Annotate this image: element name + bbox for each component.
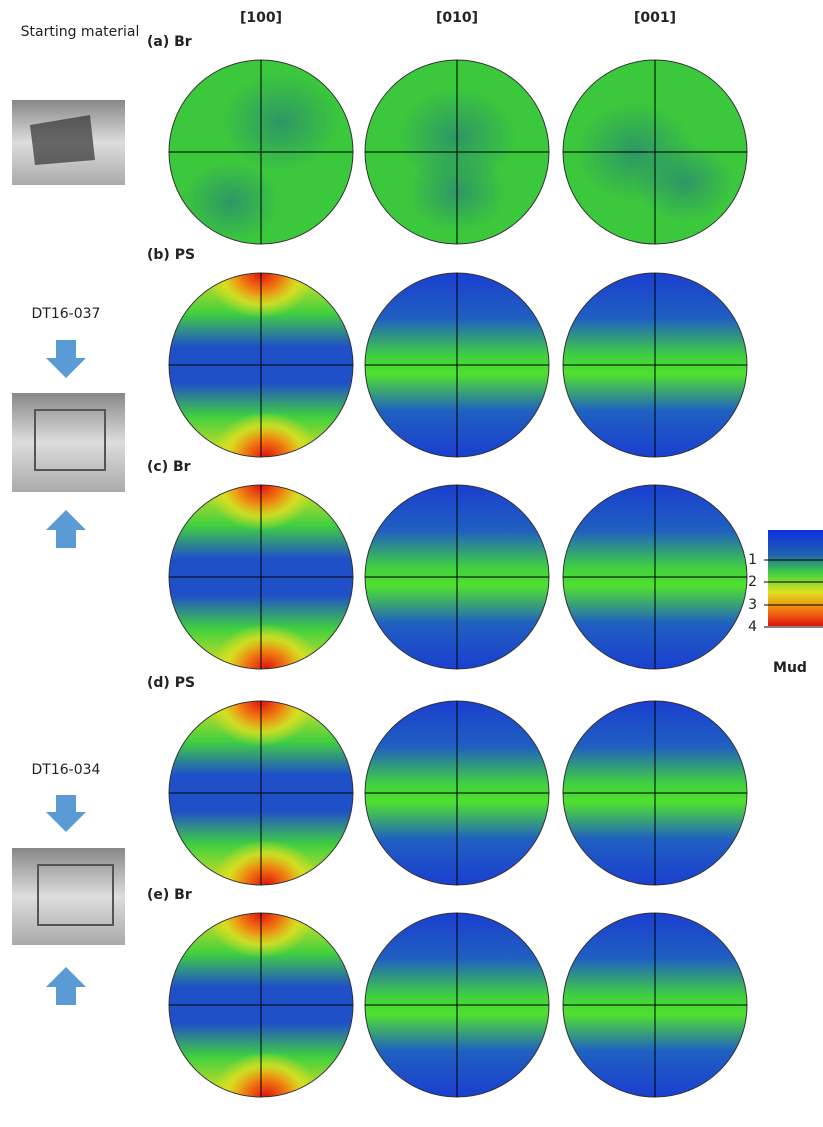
pole-figure [563, 485, 747, 669]
sample-photo [12, 393, 125, 492]
pole-figure [365, 485, 549, 669]
pole-figure [563, 701, 747, 885]
row-label: (e) Br [147, 887, 192, 903]
colorbar-tick-label: 1 [748, 552, 757, 568]
pole-figure [365, 60, 549, 244]
pole-figure [169, 868, 353, 1123]
row-label: (c) Br [147, 459, 191, 475]
arrow-down [46, 795, 86, 832]
pole-figure [365, 913, 549, 1097]
pole-figure [365, 701, 549, 885]
row-label: (b) PS [147, 247, 195, 263]
column-header: [100] [240, 10, 282, 26]
colorbar-tick-label: 3 [748, 597, 757, 613]
pole-figure [169, 228, 353, 502]
sample-photo [12, 848, 125, 945]
column-header: [010] [436, 10, 478, 26]
colorbar-tick-label: 2 [748, 574, 757, 590]
row-label: (a) Br [147, 34, 192, 50]
pole-figure [169, 440, 353, 714]
sample-label: DT16-034 [32, 762, 101, 778]
arrow-up [46, 510, 86, 548]
pole-figure [563, 60, 747, 244]
density [181, 162, 281, 242]
pole-figure [169, 60, 353, 244]
colorbar-label: Mud [773, 660, 807, 676]
column-header: [001] [634, 10, 676, 26]
row-label: (d) PS [147, 675, 195, 691]
pole-figure [169, 656, 353, 930]
pole-figure [563, 273, 747, 457]
density [221, 72, 341, 172]
density [635, 142, 735, 222]
pole-figure [563, 913, 747, 1097]
sample-label: DT16-037 [32, 306, 101, 322]
arrow-down [46, 340, 86, 378]
pole-figure [365, 273, 549, 457]
sample-label: Starting material [21, 24, 140, 40]
colorbar [768, 530, 823, 626]
colorbar-tick-label: 4 [748, 619, 757, 635]
figure: Starting material DT16-037 DT16-034 Mud … [0, 0, 823, 1123]
arrow-up [46, 967, 86, 1005]
